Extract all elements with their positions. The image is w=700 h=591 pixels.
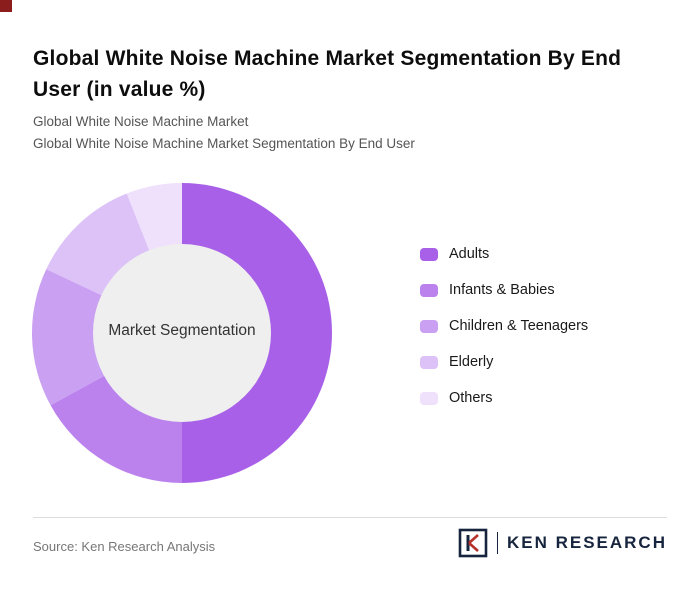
source-text: Source: Ken Research Analysis	[33, 539, 216, 554]
legend-item-adults[interactable]: Adults	[420, 246, 588, 262]
legend: Adults Infants & Babies Children & Teenage…	[420, 246, 588, 406]
legend-swatch	[420, 283, 438, 297]
subtitle-segmentation: Global White Noise Machine Market Segmen…	[33, 136, 415, 151]
ken-research-logo-icon	[458, 528, 488, 558]
legend-swatch	[420, 319, 438, 333]
legend-label: Others	[449, 390, 493, 406]
subtitle-market: Global White Noise Machine Market	[33, 114, 249, 129]
legend-swatch	[420, 355, 438, 369]
page-title: Global White Noise Machine Market Segmen…	[33, 47, 622, 101]
corner-accent-square	[0, 0, 12, 12]
legend-label: Elderly	[449, 354, 494, 370]
logo-separator	[496, 532, 498, 554]
legend-label: Adults	[449, 246, 490, 262]
brand-name: KEN RESEARCH	[506, 533, 667, 552]
ken-research-logo: KEN RESEARCH	[458, 528, 667, 558]
legend-item-children-teenagers[interactable]: Children & Teenagers	[420, 318, 588, 334]
donut-chart	[31, 183, 332, 483]
donut-hole	[93, 244, 271, 422]
legend-item-others[interactable]: Others	[420, 390, 588, 406]
legend-swatch	[420, 391, 438, 405]
legend-swatch	[420, 247, 438, 261]
footer-divider	[33, 517, 667, 518]
legend-label: Children & Teenagers	[449, 318, 589, 334]
legend-label: Infants & Babies	[449, 282, 555, 298]
legend-item-elderly[interactable]: Elderly	[420, 354, 588, 370]
legend-item-infants-babies[interactable]: Infants & Babies	[420, 282, 588, 298]
donut-chart-svg	[31, 183, 332, 483]
